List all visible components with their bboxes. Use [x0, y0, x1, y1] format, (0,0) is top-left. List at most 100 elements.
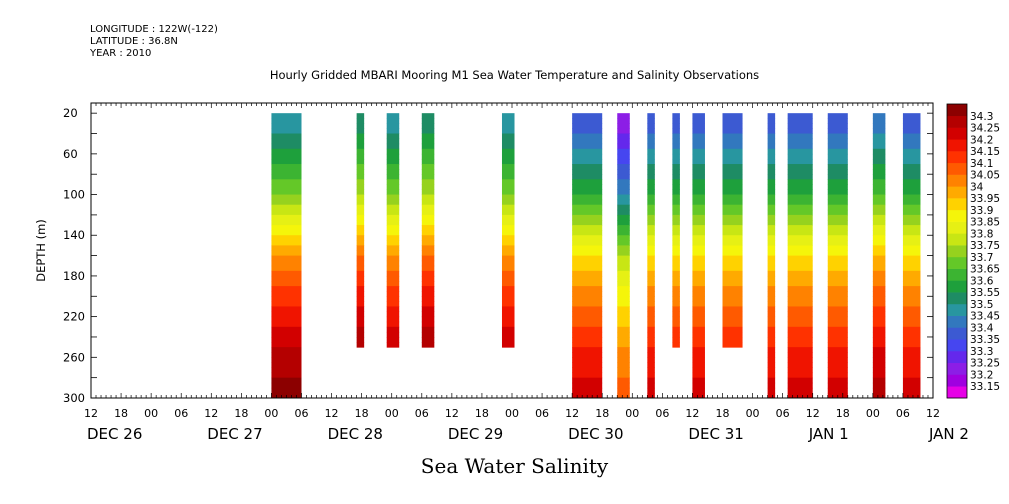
salinity-cell	[421, 138, 435, 145]
colorbar-swatch	[947, 315, 967, 328]
salinity-cell	[827, 209, 848, 216]
salinity-cell	[787, 118, 813, 124]
salinity-cell	[722, 235, 743, 241]
salinity-cell	[692, 153, 705, 160]
salinity-cell	[386, 311, 400, 318]
salinity-cell	[692, 123, 705, 129]
salinity-cell	[767, 336, 776, 343]
salinity-cell	[501, 204, 515, 211]
salinity-cell	[421, 250, 435, 257]
x-tick-label: 06	[535, 407, 549, 420]
salinity-cell	[617, 265, 630, 272]
salinity-cell	[692, 291, 705, 297]
colorbar-label: 34.15	[970, 146, 1000, 158]
salinity-cell	[617, 199, 630, 206]
salinity-cell	[722, 214, 743, 221]
salinity-cell	[767, 281, 776, 287]
salinity-cell	[692, 296, 705, 302]
salinity-cell	[386, 169, 400, 175]
salinity-cell	[767, 372, 776, 379]
salinity-cell	[617, 133, 630, 140]
salinity-cell	[501, 174, 515, 180]
salinity-cell	[827, 225, 848, 231]
salinity-cell	[672, 143, 680, 150]
salinity-cell	[572, 347, 603, 353]
salinity-cell	[572, 153, 603, 160]
salinity-cell	[617, 377, 630, 384]
salinity-cell	[722, 194, 743, 201]
salinity-cell	[617, 260, 630, 267]
colorbar-swatch	[947, 362, 967, 375]
salinity-cell	[386, 204, 400, 211]
salinity-cell	[647, 387, 655, 394]
year-label: YEAR : 2010	[90, 48, 152, 59]
salinity-cell	[386, 164, 400, 170]
salinity-cell	[572, 275, 603, 282]
salinity-cell	[617, 138, 630, 145]
salinity-cell	[872, 164, 886, 170]
salinity-cell	[421, 326, 435, 333]
colorbar-swatch	[947, 233, 967, 246]
salinity-cell	[386, 219, 400, 226]
salinity-cell	[271, 133, 302, 140]
salinity-cell	[872, 372, 886, 379]
salinity-cell	[902, 133, 921, 140]
salinity-cell	[501, 265, 515, 272]
salinity-cell	[872, 128, 886, 135]
salinity-cell	[647, 275, 655, 282]
salinity-cell	[827, 194, 848, 201]
salinity-cell	[386, 260, 400, 267]
salinity-cell	[872, 316, 886, 323]
salinity-cell	[647, 164, 655, 170]
salinity-cell	[787, 235, 813, 241]
salinity-cell	[271, 275, 302, 282]
colorbar-swatch	[947, 268, 967, 281]
salinity-cell	[647, 255, 655, 262]
salinity-cell	[692, 275, 705, 282]
salinity-cell	[617, 230, 630, 236]
salinity-cell	[692, 387, 705, 394]
salinity-cell	[827, 118, 848, 124]
salinity-cell	[902, 250, 921, 257]
salinity-cell	[722, 138, 743, 145]
salinity-cell	[647, 214, 655, 221]
salinity-cell	[421, 225, 435, 231]
salinity-cell	[421, 260, 435, 267]
salinity-cell	[827, 179, 848, 185]
salinity-cell	[271, 225, 302, 231]
salinity-cell	[421, 153, 435, 160]
salinity-cell	[572, 382, 603, 389]
salinity-cell	[386, 128, 400, 135]
salinity-cell	[421, 230, 435, 236]
salinity-cell	[617, 153, 630, 160]
salinity-cell	[386, 240, 400, 246]
salinity-cell	[767, 153, 776, 160]
salinity-cell	[421, 306, 435, 313]
salinity-cell	[617, 128, 630, 135]
salinity-cell	[767, 306, 776, 313]
salinity-cell	[672, 189, 680, 196]
salinity-cell	[617, 189, 630, 196]
salinity-cell	[271, 164, 302, 170]
salinity-cell	[421, 219, 435, 226]
salinity-cell	[767, 143, 776, 150]
colorbar-label: 33.6	[970, 275, 994, 287]
salinity-cell	[356, 174, 365, 180]
salinity-cell	[872, 219, 886, 226]
salinity-cell	[271, 382, 302, 389]
salinity-cell	[386, 189, 400, 196]
salinity-cell	[827, 204, 848, 211]
salinity-cell	[902, 235, 921, 241]
salinity-cell	[386, 153, 400, 160]
salinity-cell	[872, 250, 886, 257]
salinity-cell	[271, 158, 302, 165]
salinity-cell	[872, 194, 886, 201]
salinity-cell	[672, 194, 680, 201]
salinity-cell	[672, 331, 680, 338]
salinity-cell	[271, 128, 302, 135]
salinity-cell	[787, 336, 813, 343]
salinity-cell	[356, 265, 365, 272]
salinity-cell	[617, 301, 630, 307]
salinity-cell	[902, 321, 921, 328]
salinity-cell	[617, 194, 630, 201]
